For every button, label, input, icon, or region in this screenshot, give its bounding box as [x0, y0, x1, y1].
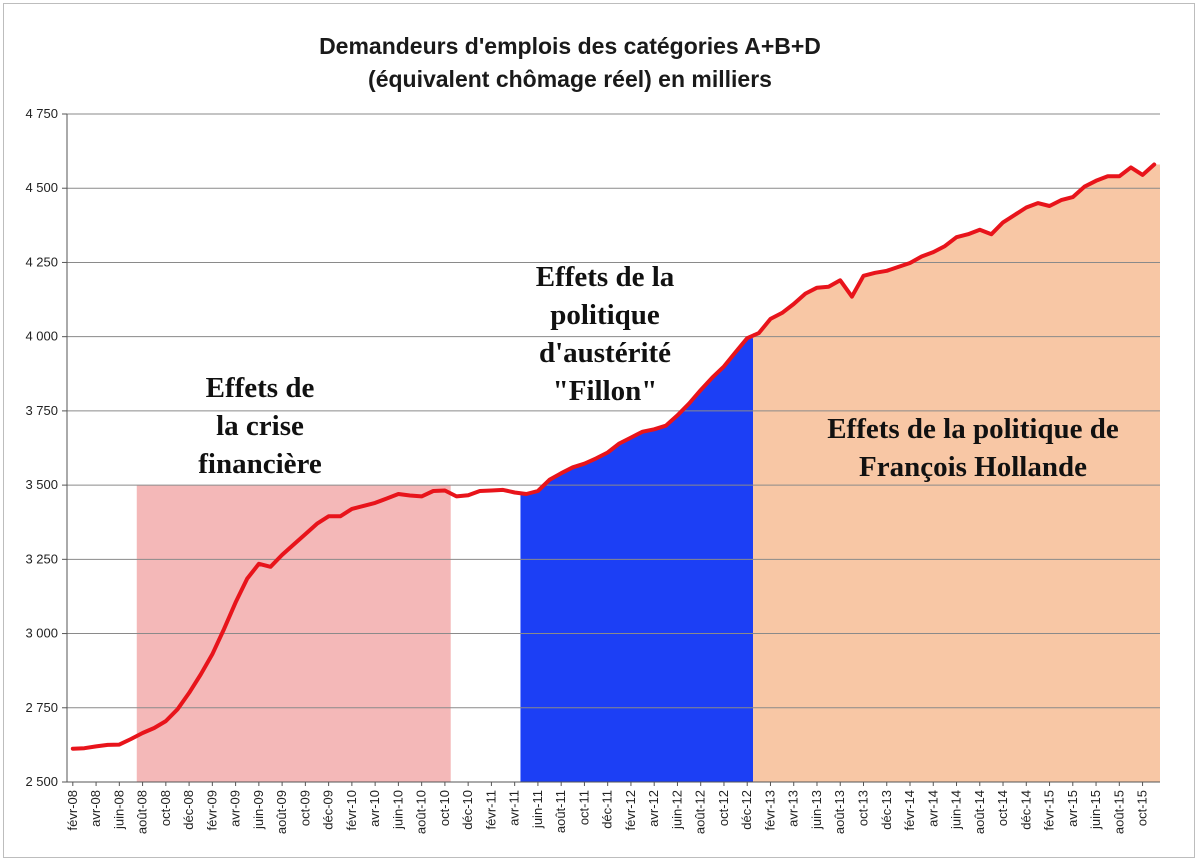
x-tick-label: juin-12 [669, 790, 684, 830]
y-tick-label: 3 250 [25, 551, 58, 566]
x-tick-label: déc-10 [460, 790, 475, 830]
series-line [70, 162, 1157, 751]
x-tick-label: oct-13 [855, 790, 870, 826]
y-tick-label: 4 000 [25, 329, 58, 344]
x-tick-label: déc-08 [181, 790, 196, 830]
x-tick-label: oct-10 [437, 790, 452, 826]
x-tick-label: oct-09 [297, 790, 312, 826]
x-tick-label: avr-13 [786, 790, 801, 827]
x-tick-label: déc-12 [739, 790, 754, 830]
region-label-line: Effets de la [536, 261, 675, 293]
region-2-label: Effets de la politique d'austérité "Fillon" [536, 261, 675, 407]
region-label-line: "Fillon" [553, 375, 658, 407]
x-tick-label: févr-09 [204, 790, 219, 830]
y-tick-label: 4 500 [25, 180, 58, 195]
y-axis-ticks: 2 500 2 750 3 000 3 250 3 500 3 750 4 000 4 250… [25, 106, 67, 789]
x-tick-label: oct-12 [716, 790, 731, 826]
x-tick-label: avr-09 [228, 790, 243, 827]
x-tick-label: févr-10 [344, 790, 359, 830]
x-tick-label: juin-11 [530, 790, 545, 829]
x-tick-label: avr-14 [925, 790, 940, 827]
x-tick-label: août-13 [832, 790, 847, 834]
gridlines [67, 113, 1160, 709]
region-label-line: François Hollande [859, 451, 1087, 483]
x-tick-label: août-12 [693, 790, 708, 834]
x-tick-label: déc-14 [1018, 790, 1033, 830]
region-label-line: la crise [216, 410, 304, 442]
x-tick-label: févr-14 [902, 790, 917, 830]
region-1-label: Effets de la crise financière [198, 372, 322, 480]
y-tick-label: 3 000 [25, 626, 58, 641]
y-tick-label: 3 750 [25, 403, 58, 418]
x-tick-label: avr-08 [88, 790, 103, 827]
x-tick-label: déc-13 [879, 790, 894, 830]
annotation-layer: Effets de la crise financière Effets de la p… [198, 261, 1119, 483]
region-3 [753, 164, 1160, 782]
x-tick-label: févr-08 [65, 790, 80, 830]
x-tick-label: avr-11 [507, 790, 522, 826]
region-label-line: Effets de [206, 372, 315, 404]
x-tick-label: oct-15 [1135, 790, 1150, 826]
x-tick-label: févr-13 [762, 790, 777, 830]
x-tick-label: juin-14 [949, 790, 964, 830]
y-tick-label: 2 750 [25, 700, 58, 715]
region-2 [520, 338, 754, 782]
x-tick-label: juin-08 [111, 790, 126, 830]
x-tick-label: avr-12 [646, 790, 661, 827]
x-tick-label: déc-09 [321, 790, 336, 830]
chart-subtitle: (équivalent chômage réel) en milliers [368, 66, 772, 92]
x-tick-label: août-11 [553, 790, 568, 833]
x-tick-label: avr-15 [1065, 790, 1080, 827]
x-tick-label: déc-11 [600, 790, 615, 829]
x-tick-label: juin-10 [390, 790, 405, 830]
chart-title: Demandeurs d'emplois des catégories A+B+… [319, 33, 821, 59]
region-label-line: d'austérité [539, 337, 671, 369]
x-tick-label: oct-14 [995, 790, 1010, 826]
x-tick-label: août-09 [274, 790, 289, 834]
region-3-label: Effets de la politique de François Hollan… [827, 413, 1119, 483]
x-tick-label: juin-13 [809, 790, 824, 830]
x-tick-label: août-08 [135, 790, 150, 834]
chart-title-block: Demandeurs d'emplois des catégories A+B+… [0, 30, 1140, 96]
x-tick-label: oct-11 [576, 790, 591, 825]
x-tick-label: juin-15 [1088, 790, 1103, 830]
x-tick-label: août-10 [414, 790, 429, 834]
x-axis-ticks: févr-08 avr-08 juin-08 août-08 oct-08 déc-08 f… [65, 782, 1150, 834]
axes [66, 114, 1160, 783]
x-tick-label: févr-15 [1042, 790, 1057, 830]
x-tick-label: avr-10 [367, 790, 382, 827]
region-label-line: politique [550, 299, 660, 331]
region-label-line: financière [198, 448, 322, 480]
region-label-line: Effets de la politique de [827, 413, 1119, 445]
x-tick-label: févr-12 [623, 790, 638, 830]
x-tick-label: août-14 [972, 790, 987, 834]
y-tick-label: 3 500 [25, 477, 58, 492]
x-tick-label: oct-08 [158, 790, 173, 826]
y-tick-label: 2 500 [25, 774, 58, 789]
series-layer [70, 162, 1157, 751]
x-tick-label: juin-09 [251, 790, 266, 830]
y-tick-label: 4 250 [25, 254, 58, 269]
x-tick-label: févr-11 [483, 790, 498, 830]
y-tick-label: 4 750 [25, 106, 58, 121]
x-tick-label: août-15 [1111, 790, 1126, 834]
